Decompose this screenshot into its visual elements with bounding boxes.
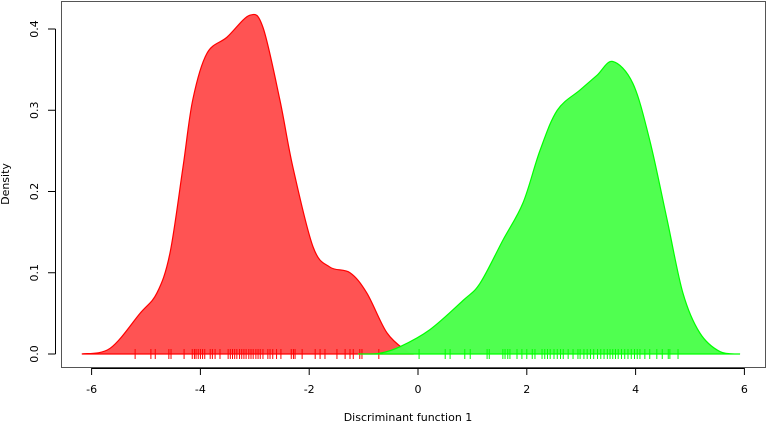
y-tick-label: 0.0 <box>28 345 41 363</box>
density-area-0 <box>81 13 414 355</box>
density-area-1 <box>358 60 741 355</box>
plot-box <box>61 1 766 368</box>
x-tick-label: -2 <box>304 383 315 396</box>
x-tick-label: -6 <box>86 383 97 396</box>
y-tick-label: 0.2 <box>28 183 41 201</box>
x-tick-label: -4 <box>195 383 206 396</box>
y-tick-label: 0.3 <box>28 102 41 120</box>
x-tick-label: 4 <box>632 383 639 396</box>
x-axis-label: Discriminant function 1 <box>344 411 473 423</box>
x-axis: -6 -4 -2 0 2 4 6 <box>86 368 748 396</box>
y-axis-label: Density <box>0 163 12 205</box>
y-axis: 0.0 0.1 0.2 0.3 0.4 <box>28 20 56 363</box>
series-layer <box>81 13 741 359</box>
x-tick-label: 2 <box>523 383 530 396</box>
x-tick-label: 6 <box>741 383 748 396</box>
y-tick-label: 0.4 <box>28 20 41 38</box>
y-tick-label: 0.1 <box>28 264 41 282</box>
x-tick-label: 0 <box>415 383 422 396</box>
